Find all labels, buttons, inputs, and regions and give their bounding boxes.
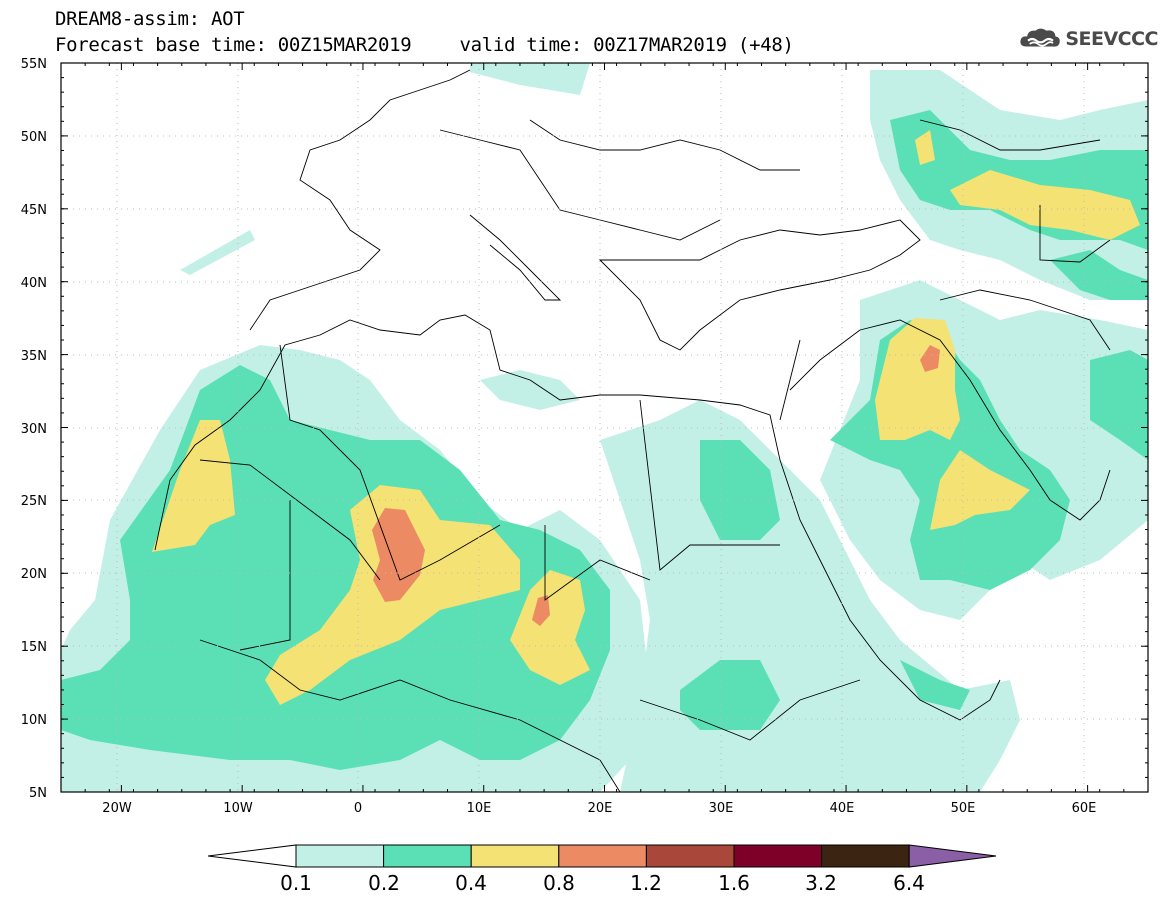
valid-time: valid time: 00Z17MAR2019 (+48) <box>459 34 794 56</box>
lat-label: 45N <box>21 203 47 218</box>
lat-label: 25N <box>21 494 47 509</box>
logo-text: SEEVCCC <box>1065 28 1158 50</box>
aot-level-0.8 <box>372 345 940 626</box>
coastlines-borders <box>154 69 1111 792</box>
cloud-icon <box>1020 28 1060 47</box>
y-axis-labels: 55N 50N 45N 40N 35N 30N 25N 20N 15N 10N … <box>21 57 47 801</box>
colorbar-label: 6.4 <box>893 871 925 895</box>
colorbar-label: 0.8 <box>543 871 575 895</box>
lat-label: 30N <box>21 422 47 437</box>
lon-label: 30E <box>709 801 734 816</box>
colorbar <box>207 844 997 868</box>
colorbar-labels: 0.1 0.2 0.4 0.8 1.2 1.6 3.2 6.4 <box>280 871 925 895</box>
colorbar-swatch <box>383 844 472 868</box>
colorbar-swatch <box>733 844 823 868</box>
lon-label: 50E <box>951 801 976 816</box>
colorbar-swatch <box>821 844 910 868</box>
colorbar-arrow-low <box>207 844 297 868</box>
lat-label: 40N <box>21 276 47 291</box>
colorbar-label: 1.6 <box>718 871 750 895</box>
lat-label: 5N <box>29 786 47 801</box>
lon-label: 0 <box>354 801 362 816</box>
colorbar-arrow-high <box>908 844 997 868</box>
colorbar-swatch <box>645 844 735 868</box>
colorbar-label: 1.2 <box>630 871 662 895</box>
x-axis-labels: 20W 10W 0 10E 20E 30E 40E 50E 60E <box>102 801 1096 816</box>
colorbar-label: 0.2 <box>368 871 400 895</box>
colorbar-swatch <box>295 844 385 868</box>
colorbar-label: 0.4 <box>455 871 487 895</box>
lon-label: 10W <box>223 801 253 816</box>
lon-label: 20W <box>102 801 132 816</box>
colorbar-label: 0.1 <box>280 871 312 895</box>
colorbar-label: 3.2 <box>805 871 837 895</box>
lon-label: 10E <box>467 801 492 816</box>
axis-ticks <box>60 62 1149 793</box>
colorbar-swatch <box>470 844 560 868</box>
forecast-times: Forecast base time: 00Z15MAR2019 valid ti… <box>55 34 794 56</box>
lon-label: 60E <box>1072 801 1097 816</box>
lon-label: 40E <box>830 801 855 816</box>
lat-label: 55N <box>21 57 47 72</box>
colorbar-swatch <box>558 844 647 868</box>
base-time: Forecast base time: 00Z15MAR2019 <box>55 34 412 56</box>
lon-label: 20E <box>588 801 613 816</box>
lat-label: 35N <box>21 349 47 364</box>
lat-label: 20N <box>21 567 47 582</box>
lat-label: 50N <box>21 130 47 145</box>
seevccc-logo: SEEVCCC <box>1018 22 1158 56</box>
lat-label: 15N <box>21 640 47 655</box>
aot-field <box>61 63 1148 792</box>
lat-label: 10N <box>21 713 47 728</box>
chart-title: DREAM8-assim: AOT <box>55 8 245 30</box>
